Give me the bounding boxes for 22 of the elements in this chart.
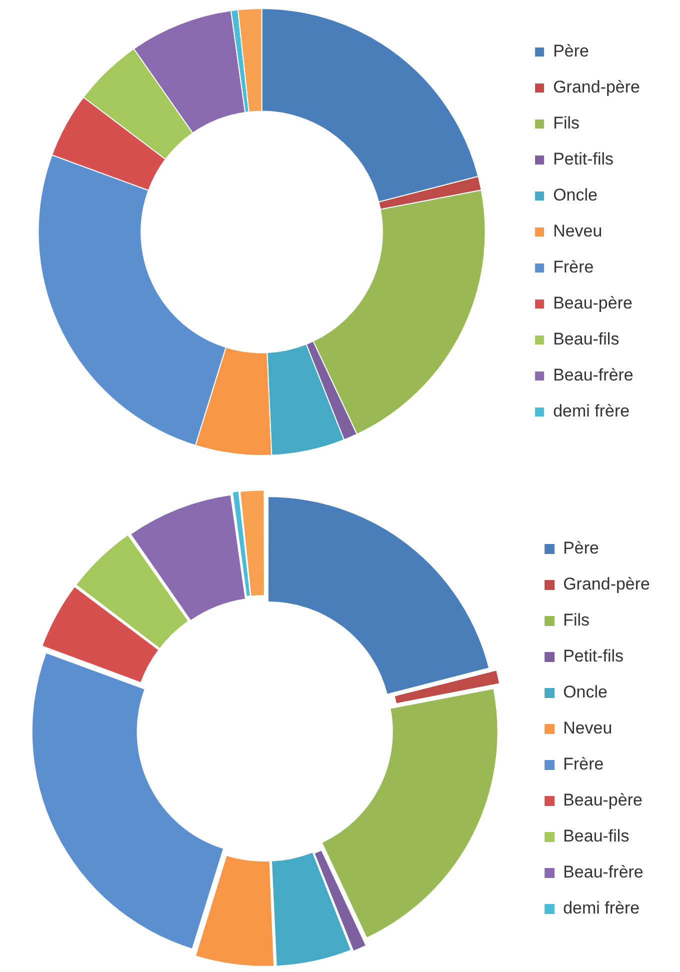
- legend-label: Oncle: [553, 186, 598, 205]
- legend-label: Beau-fils: [553, 330, 620, 349]
- legend-label: Père: [553, 42, 589, 61]
- legend-label: Beau-frère: [553, 366, 634, 385]
- legend-label: Père: [563, 538, 599, 558]
- legend-label: Oncle: [563, 682, 608, 702]
- legend-label: Petit-fils: [563, 646, 624, 666]
- legend-label: Fils: [553, 114, 580, 133]
- legend-label: Beau-fils: [563, 826, 630, 846]
- legend-label: Petit-fils: [553, 150, 614, 169]
- legend-label: Neveu: [553, 222, 602, 241]
- legend-label: Grand-père: [563, 574, 650, 594]
- legend-label: Beau-père: [553, 294, 632, 313]
- legend-label: Frère: [563, 754, 604, 774]
- legend-label: demi frère: [563, 898, 640, 918]
- legend-label: Neveu: [563, 718, 612, 738]
- legend-label: Beau-père: [563, 790, 642, 810]
- legend-label: Fils: [563, 610, 590, 630]
- legend-label: Beau-frère: [563, 862, 644, 882]
- legend-label: demi frère: [553, 402, 630, 421]
- legend-label: Grand-père: [553, 78, 640, 97]
- legend-label: Frère: [553, 258, 594, 277]
